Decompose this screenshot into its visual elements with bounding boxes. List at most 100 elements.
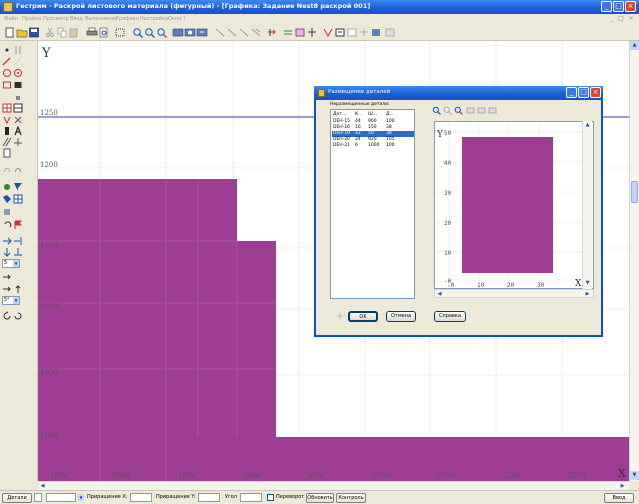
layer-copy-icon[interactable] [184, 27, 196, 38]
copy-icon[interactable] [56, 27, 68, 38]
print-preview-icon[interactable] [98, 27, 110, 38]
preview-horizontal-scrollbar[interactable]: ◀ ▶ [434, 289, 594, 298]
open-file-icon[interactable] [16, 27, 28, 38]
arrow-icon[interactable] [266, 27, 278, 38]
dialog-maximize-button[interactable]: □ [578, 87, 589, 98]
dialog-minimize-button[interactable]: _ [566, 87, 577, 98]
scroll-down-icon[interactable]: ▼ [630, 471, 639, 480]
rectangle-icon[interactable] [2, 80, 12, 90]
menu-file[interactable]: Файл [4, 16, 18, 22]
nest-step-icon[interactable] [334, 27, 346, 38]
paint-icon[interactable] [2, 126, 12, 136]
mdi-close-button[interactable]: × [628, 15, 634, 22]
list-item[interactable]: DEH-20 24 920 105 [332, 137, 414, 143]
details-field[interactable] [46, 493, 76, 502]
rotate-ccw-icon[interactable] [2, 311, 12, 321]
small-square-icon[interactable] [13, 93, 23, 103]
canvas-horizontal-scrollbar[interactable]: ◀ ▶ [38, 481, 629, 490]
measure-icon[interactable] [2, 182, 12, 192]
column-header[interactable]: К.. [355, 112, 362, 117]
unplaced-parts-list[interactable]: Дет... К.. Ш... Д... DEH-15 44 900 100 DEH-1… [330, 109, 415, 299]
list-item[interactable]: DEH-16 16 150 38 [332, 125, 414, 131]
layers-alt-icon[interactable] [13, 103, 23, 113]
circle-center-icon[interactable] [13, 68, 23, 78]
list-icon[interactable] [2, 207, 12, 217]
menu-edit[interactable]: Правка [22, 16, 42, 22]
close-button[interactable]: × [625, 1, 636, 12]
align-bottom-icon[interactable] [13, 247, 23, 257]
scroll-thumb[interactable] [631, 181, 638, 203]
pointer-icon[interactable] [2, 45, 12, 55]
shift-up-icon[interactable] [13, 284, 23, 294]
scroll-left-icon[interactable]: ◀ [40, 483, 45, 489]
menu-help[interactable]: ? [183, 16, 186, 22]
maximize-button[interactable]: □ [613, 1, 624, 12]
angle-combo[interactable]: 5° ▼ [2, 296, 20, 305]
layer-icon[interactable] [466, 106, 475, 115]
save-icon[interactable] [28, 27, 40, 38]
paste-icon[interactable] [68, 27, 80, 38]
list-item[interactable]: DEH-21 6 1000 100 [332, 143, 414, 149]
ok-button[interactable]: OK [348, 311, 378, 322]
print-icon[interactable] [86, 27, 98, 38]
chevron-down-icon[interactable]: ▼ [78, 494, 84, 501]
cut-icon[interactable] [44, 27, 56, 38]
hatch-icon[interactable] [2, 137, 12, 147]
angle-field[interactable] [240, 493, 262, 502]
refresh-button[interactable]: Обновить [306, 493, 334, 503]
shape-icon[interactable] [2, 165, 12, 175]
dotted-line-icon[interactable] [13, 56, 23, 66]
navigate-icon[interactable] [336, 312, 344, 320]
chevron-down-icon[interactable]: ▼ [13, 297, 19, 304]
minimize-button[interactable]: _ [601, 1, 612, 12]
increment-y-field[interactable] [198, 493, 220, 502]
layers-icon[interactable] [2, 103, 12, 113]
menu-input[interactable]: Ввод [70, 16, 83, 22]
column-header[interactable]: Дет... [333, 112, 347, 117]
nest-run-icon[interactable] [322, 27, 334, 38]
scroll-left-icon[interactable]: ◀ [437, 291, 442, 297]
layer-paste-icon[interactable] [196, 27, 208, 38]
dialog-close-button[interactable]: × [590, 87, 601, 98]
undo-icon[interactable] [2, 220, 12, 230]
line4-icon[interactable] [250, 27, 262, 38]
grid-icon[interactable] [358, 27, 370, 38]
menu-graphics[interactable]: Графика [116, 16, 139, 22]
filled-rectangle-icon[interactable] [13, 80, 23, 90]
align-right-icon[interactable] [13, 236, 23, 246]
scroll-down-icon[interactable]: ▼ [585, 280, 590, 286]
menu-window[interactable]: Окно [168, 16, 182, 22]
text-tool-icon[interactable] [13, 126, 23, 136]
mdi-minimize-button[interactable]: _ [610, 15, 614, 22]
scroll-up-icon[interactable]: ▲ [585, 122, 590, 128]
shift-right-icon[interactable] [2, 272, 12, 282]
zoom-in-icon[interactable] [132, 27, 144, 38]
help-button[interactable]: Справка [434, 311, 466, 322]
mdi-restore-button[interactable]: □ [618, 15, 624, 22]
chevron-down-icon[interactable]: ▼ [13, 260, 19, 267]
shape-alt-icon[interactable] [13, 165, 23, 175]
flip-checkbox[interactable] [267, 494, 274, 501]
rotate-cw-icon[interactable] [13, 311, 23, 321]
select-icon[interactable] [114, 27, 126, 38]
menu-settings[interactable]: Настройка [140, 16, 169, 22]
circle-icon[interactable] [2, 68, 12, 78]
zoom-out-icon[interactable] [144, 27, 156, 38]
zoom-out-icon[interactable] [443, 106, 452, 115]
column-header[interactable]: Д... [386, 112, 394, 117]
layer-paste-icon[interactable] [488, 106, 497, 115]
new-file-icon[interactable] [4, 27, 16, 38]
input-button[interactable]: Ввод [604, 493, 634, 503]
menu-run[interactable]: Выполнение [85, 16, 118, 22]
zoom-in-icon[interactable] [432, 106, 441, 115]
flag-icon[interactable] [13, 220, 23, 230]
move-icon[interactable] [282, 27, 294, 38]
move-down-icon[interactable] [2, 247, 12, 257]
increment-x-field[interactable] [130, 493, 152, 502]
scroll-up-icon[interactable]: ▲ [630, 41, 639, 50]
table-icon[interactable] [13, 194, 23, 204]
layer-copy-icon[interactable] [477, 106, 486, 115]
part-preview[interactable]: Y X 50 40 30 20 10 -0 -0 10 20 30 [434, 121, 594, 289]
zoom-fit-icon[interactable] [454, 106, 463, 115]
column-header[interactable]: Ш... [368, 112, 378, 117]
